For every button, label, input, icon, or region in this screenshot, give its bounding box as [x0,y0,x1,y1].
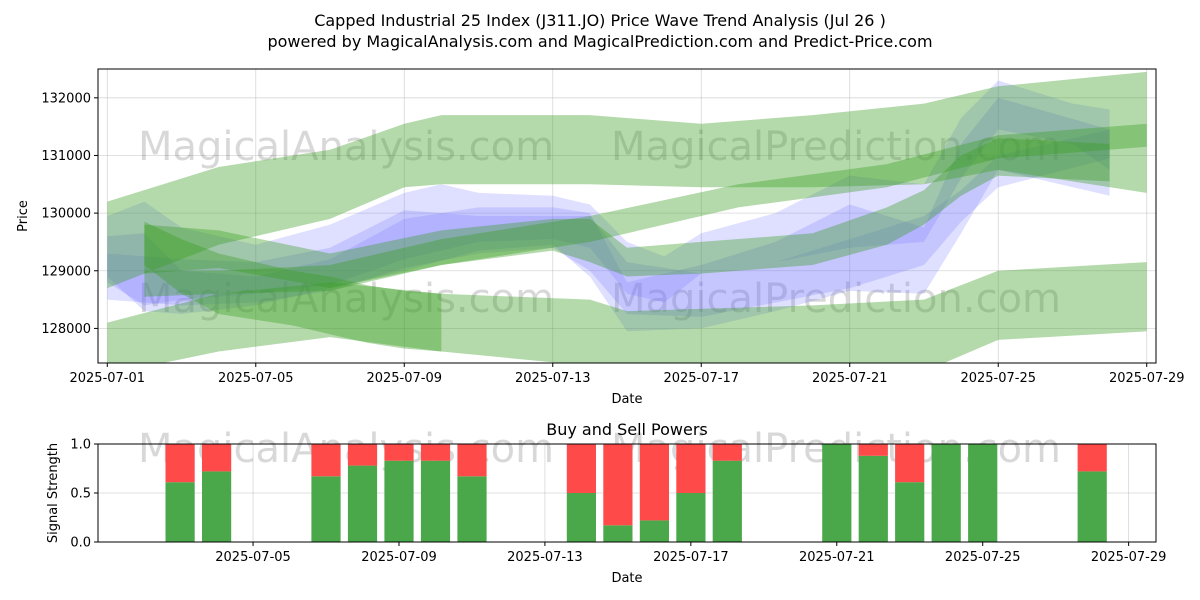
buy-bar [384,460,414,542]
signal-x-label: Date [611,571,642,586]
price-x-tick-label: 2025-07-21 [812,371,888,386]
buy-bar [311,476,341,542]
sell-bar [858,444,888,456]
sell-bar [165,444,195,483]
price-y-label: Price [16,200,31,232]
buy-bar [895,482,925,542]
buy-bar [347,465,378,542]
sell-bar [311,444,341,477]
sell-bar [676,444,706,493]
signal-x-tick-label: 2025-07-21 [799,550,875,565]
signal-y-ticks: 0.0 0.5 1.0 [70,438,98,551]
signal-x-tick-label: 2025-07-29 [1091,550,1167,565]
price-x-tick-label: 2025-07-25 [960,371,1036,386]
signal-x-tick-label: 2025-07-17 [653,550,729,565]
price-x-ticks: 2025-07-01 2025-07-05 2025-07-09 2025-07-13… [69,363,1185,386]
price-green-band [144,221,442,352]
price-blue-band [107,129,1110,317]
watermark-right-bottom: MagicalPrediction.com [611,276,1061,322]
price-bands [107,71,1147,363]
price-x-tick-label: 2025-07-05 [218,371,294,386]
buy-bar [420,460,451,542]
sell-bar [202,444,232,472]
sell-bar [639,444,669,521]
price-green-band [107,71,1147,289]
buy-bar [712,460,742,542]
buy-bar [858,455,888,542]
signal-chart-title: Buy and Sell Powers [546,420,708,439]
signal-y-tick-label: 1.0 [70,438,91,453]
sell-bar [603,444,633,526]
price-chart: MagicalAnalysis.com MagicalPrediction.co… [16,68,1185,407]
price-blue-band [107,97,1110,332]
price-y-tick-label: 130000 [41,207,91,222]
price-x-tick-label: 2025-07-17 [663,371,739,386]
buy-bar [566,493,596,542]
signal-y-tick-label: 0.0 [70,536,91,551]
price-x-tick-label: 2025-07-09 [366,371,442,386]
price-y-tick-label: 128000 [41,322,91,337]
sell-bar [347,444,378,466]
sell-bar [420,444,451,461]
buy-bar [822,444,852,542]
signal-x-tick-label: 2025-07-09 [361,550,437,565]
signal-bars [165,444,1107,542]
price-green-band [107,262,1147,363]
buy-bar [603,525,633,542]
sell-bar [384,444,414,461]
sell-bar [895,444,925,483]
signal-x-tick-label: 2025-07-25 [945,550,1021,565]
buy-bar [676,493,706,542]
sell-bar [457,444,487,477]
signal-x-tick-label: 2025-07-05 [215,550,291,565]
sell-bar [712,444,742,461]
signal-chart: Buy and Sell Powers MagicalAnalysis.com … [46,420,1166,586]
buy-bar [968,444,998,542]
buy-bar [165,482,195,542]
watermark-left-top: MagicalAnalysis.com [138,124,554,170]
price-y-tick-label: 131000 [41,149,91,164]
signal-x-tick-label: 2025-07-13 [507,550,583,565]
figure-title-line2: powered by MagicalAnalysis.com and Magic… [267,32,932,51]
sell-bar [1077,444,1107,472]
signal-y-tick-label: 0.5 [70,487,91,502]
watermark-left-bottom: MagicalAnalysis.com [138,276,554,322]
price-grid [98,69,1156,363]
buy-bar [202,471,232,542]
watermark-right-top: MagicalPrediction.com [611,124,1061,170]
sell-bar [566,444,596,493]
figure-title-line1: Capped Industrial 25 Index (J311.JO) Pri… [314,11,886,30]
price-blue-band [107,80,1110,306]
buy-bar [457,476,487,542]
price-x-tick-label: 2025-07-13 [515,371,591,386]
price-y-ticks: 128000 129000 130000 131000 132000 [41,91,98,337]
price-green-band [144,123,1147,297]
buy-bar [1077,471,1107,542]
signal-x-ticks: 2025-07-05 2025-07-09 2025-07-13 2025-07-17… [215,542,1166,565]
price-x-tick-label: 2025-07-29 [1109,371,1185,386]
price-x-tick-label: 2025-07-01 [69,371,145,386]
price-x-label: Date [611,392,642,407]
buy-bar [931,444,961,542]
price-y-tick-label: 132000 [41,91,91,106]
buy-bar [639,520,669,542]
price-axes-frame [97,68,1157,364]
signal-y-label: Signal Strength [46,443,61,543]
price-green-band [144,138,1110,289]
watermark-left-signal: MagicalAnalysis.com [138,426,554,472]
price-watermarks: MagicalAnalysis.com MagicalPrediction.co… [138,124,1061,322]
price-y-tick-label: 129000 [41,264,91,279]
